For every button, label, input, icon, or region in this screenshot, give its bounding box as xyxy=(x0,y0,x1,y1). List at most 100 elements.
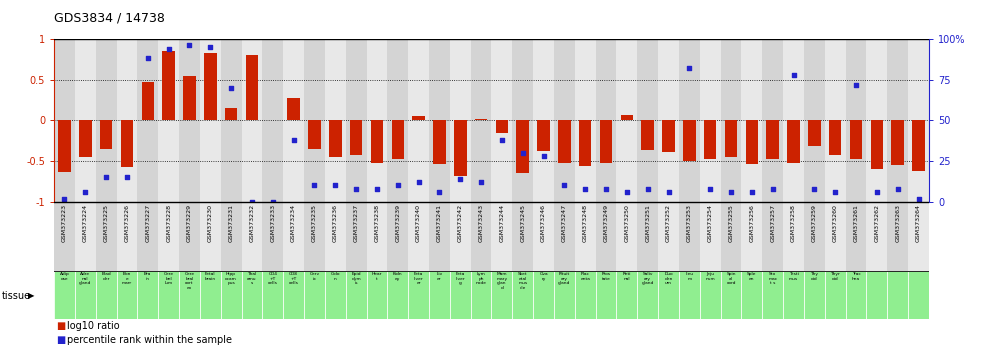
Bar xyxy=(350,120,363,155)
Bar xyxy=(262,271,283,319)
Bar xyxy=(367,271,387,319)
Bar xyxy=(324,202,346,271)
Bar xyxy=(783,39,804,202)
Text: GSM373238: GSM373238 xyxy=(375,204,379,242)
Bar xyxy=(117,39,138,202)
Text: Fetal
brain: Fetal brain xyxy=(204,272,216,281)
Bar xyxy=(200,271,221,319)
Bar xyxy=(700,271,721,319)
Bar xyxy=(741,39,762,202)
Text: Pros
tate: Pros tate xyxy=(602,272,610,281)
Bar xyxy=(871,120,883,169)
Text: Ova
ry: Ova ry xyxy=(540,272,548,281)
Text: GSM373255: GSM373255 xyxy=(728,204,733,242)
Text: GSM373258: GSM373258 xyxy=(791,204,796,242)
Bar xyxy=(54,202,75,271)
Text: Cere
bel
lum: Cere bel lum xyxy=(163,272,174,285)
Text: Feta
liver
er: Feta liver er xyxy=(414,272,424,285)
Bar xyxy=(204,53,216,120)
Point xyxy=(411,179,427,185)
Bar xyxy=(741,271,762,319)
Bar xyxy=(908,202,929,271)
Bar xyxy=(825,202,845,271)
Bar xyxy=(762,271,783,319)
Bar xyxy=(616,202,637,271)
Bar xyxy=(138,271,158,319)
Bar xyxy=(158,271,179,319)
Bar xyxy=(387,271,408,319)
Point xyxy=(327,183,343,188)
Bar xyxy=(746,120,758,164)
Bar xyxy=(741,202,762,271)
Bar xyxy=(700,39,721,202)
Bar xyxy=(492,202,512,271)
Text: GSM373250: GSM373250 xyxy=(624,204,629,242)
Text: GSM373252: GSM373252 xyxy=(666,204,671,242)
Text: GDS3834 / 14738: GDS3834 / 14738 xyxy=(54,12,165,25)
Text: GSM373262: GSM373262 xyxy=(874,204,880,242)
Point xyxy=(599,186,614,192)
Point xyxy=(723,189,739,195)
Text: Feta
liver
g: Feta liver g xyxy=(455,272,465,285)
Bar xyxy=(158,202,179,271)
Text: Blad
der: Blad der xyxy=(101,272,111,281)
Bar xyxy=(262,39,283,202)
Bar xyxy=(429,202,450,271)
Bar xyxy=(679,202,700,271)
Text: GSM373243: GSM373243 xyxy=(479,204,484,242)
Bar xyxy=(179,202,200,271)
Point xyxy=(223,85,239,91)
Bar xyxy=(575,271,596,319)
Text: Epid
dym
is: Epid dym is xyxy=(351,272,361,285)
Point xyxy=(744,189,760,195)
Point xyxy=(869,189,885,195)
Bar xyxy=(367,39,387,202)
Point xyxy=(910,196,926,201)
Text: GSM373233: GSM373233 xyxy=(270,204,275,242)
Bar xyxy=(283,202,304,271)
Point xyxy=(640,186,656,192)
Bar xyxy=(783,202,804,271)
Bar xyxy=(642,120,654,150)
Bar xyxy=(616,39,637,202)
Text: GSM373237: GSM373237 xyxy=(354,204,359,242)
Bar xyxy=(845,271,866,319)
Bar xyxy=(679,39,700,202)
Bar xyxy=(492,39,512,202)
Bar xyxy=(408,202,429,271)
Bar xyxy=(179,39,200,202)
Bar xyxy=(554,39,575,202)
Text: Hipp
ocam
pus: Hipp ocam pus xyxy=(225,272,237,285)
Bar xyxy=(200,39,221,202)
Text: Bra
in: Bra in xyxy=(145,272,151,281)
Bar xyxy=(346,271,367,319)
Bar xyxy=(471,271,492,319)
Text: Cere
bral
cort
ex: Cere bral cort ex xyxy=(185,272,195,290)
Bar xyxy=(454,120,467,176)
Text: Ileu
m: Ileu m xyxy=(685,272,693,281)
Text: ■: ■ xyxy=(56,335,65,345)
Bar xyxy=(75,271,95,319)
Bar xyxy=(225,108,237,120)
Bar xyxy=(888,39,908,202)
Bar xyxy=(724,120,737,157)
Text: GSM373256: GSM373256 xyxy=(749,204,754,242)
Text: log10 ratio: log10 ratio xyxy=(67,321,120,331)
Bar xyxy=(683,120,696,161)
Bar xyxy=(158,39,179,202)
Bar xyxy=(162,51,175,120)
Point xyxy=(765,186,781,192)
Bar xyxy=(908,39,929,202)
Bar xyxy=(721,39,741,202)
Text: Duo
den
um: Duo den um xyxy=(665,272,673,285)
Text: Trac
hea: Trac hea xyxy=(851,272,860,281)
Bar xyxy=(659,202,679,271)
Point xyxy=(202,44,218,50)
Bar xyxy=(475,119,488,120)
Bar xyxy=(783,271,804,319)
Bar xyxy=(892,120,904,165)
Point xyxy=(244,199,260,205)
Bar xyxy=(142,82,154,120)
Bar xyxy=(387,202,408,271)
Bar xyxy=(117,202,138,271)
